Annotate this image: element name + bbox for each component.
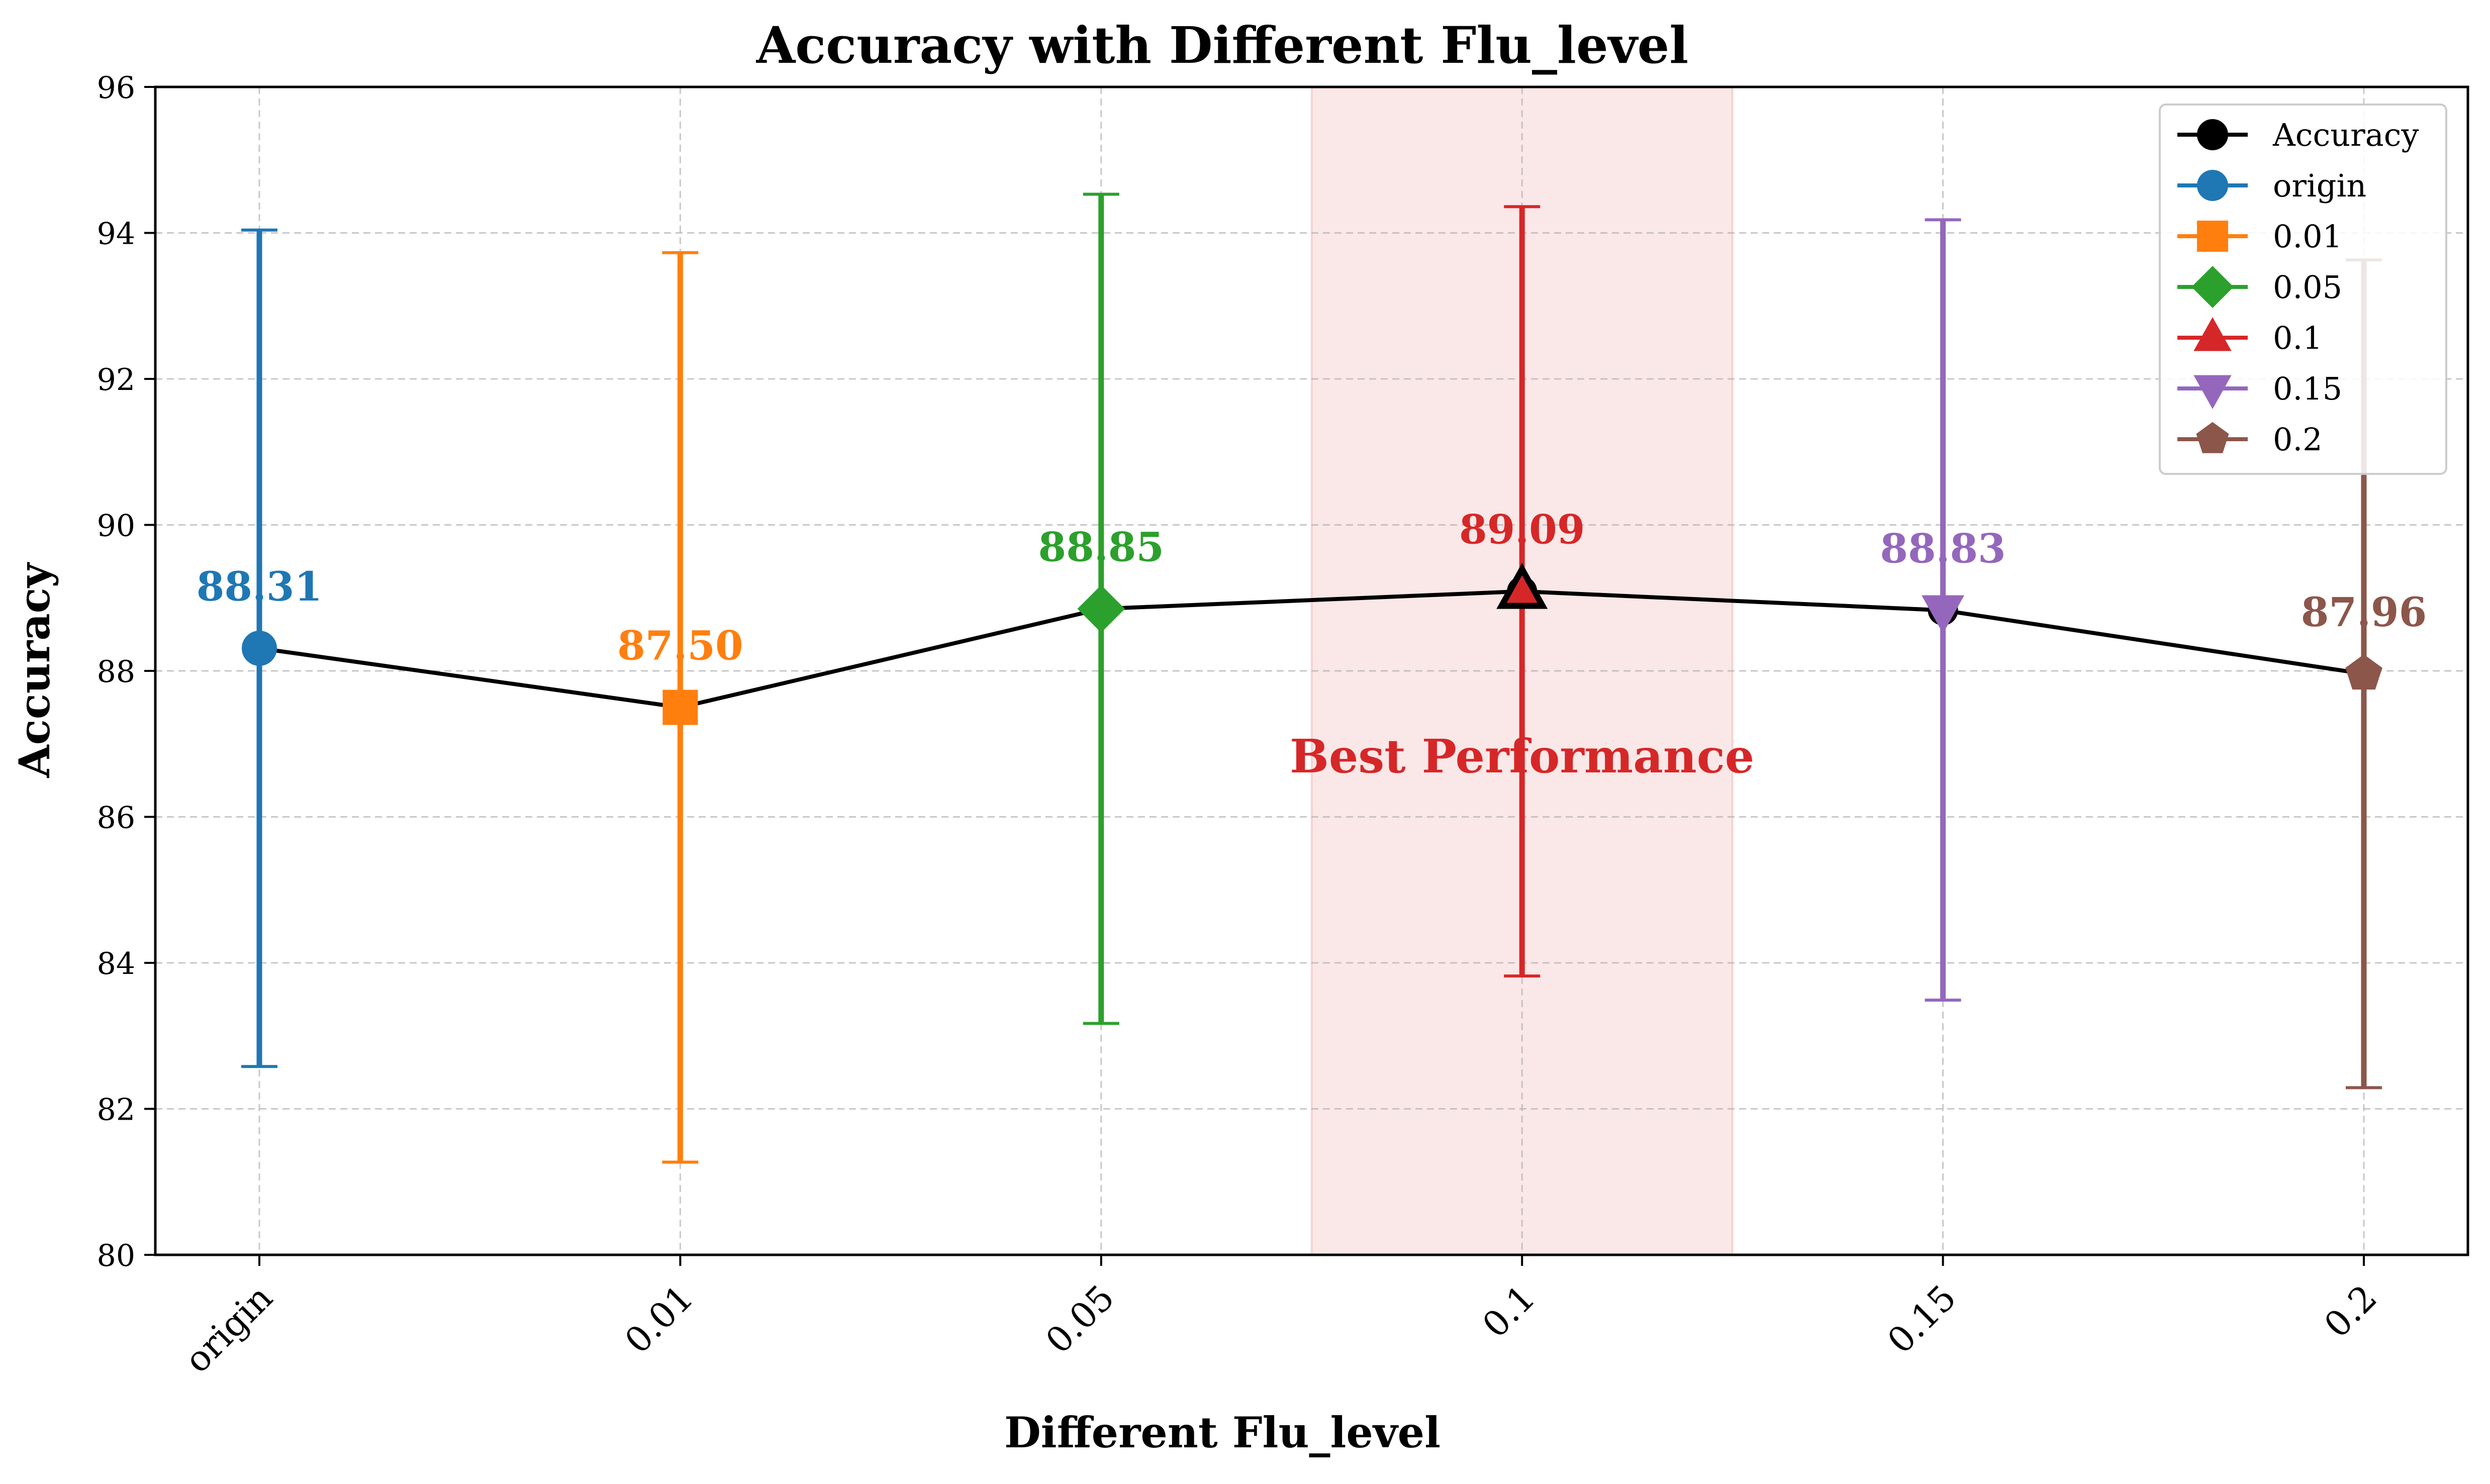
y-tick-label: 82 xyxy=(97,1093,135,1128)
legend-marker xyxy=(2193,375,2232,410)
legend-label: 0.1 xyxy=(2273,320,2323,356)
legend-marker xyxy=(2196,422,2229,453)
legend-item: Accuracy xyxy=(2177,117,2419,153)
legend-item: 0.2 xyxy=(2177,421,2323,458)
legend-label: 0.2 xyxy=(2273,421,2323,458)
legend-label: origin xyxy=(2273,167,2366,204)
legend-item: 0.05 xyxy=(2177,266,2342,308)
data-point-marker xyxy=(1496,563,1548,609)
legend-item: origin xyxy=(2177,167,2366,204)
data-point-marker xyxy=(242,630,277,666)
data-point-marker xyxy=(1922,595,1965,634)
y-tick-label: 96 xyxy=(97,70,135,106)
y-tick-label: 94 xyxy=(97,217,135,252)
legend-label: 0.01 xyxy=(2273,218,2342,255)
legend-item: 0.01 xyxy=(2177,218,2342,255)
legend-label: 0.15 xyxy=(2273,370,2342,407)
data-label: 87.96 xyxy=(2301,588,2427,636)
legend: Accuracy origin 0.01 0.05 0.1 0.15 0.2 xyxy=(2159,104,2447,475)
data-point-marker xyxy=(2345,654,2382,690)
legend-item: 0.15 xyxy=(2177,370,2342,410)
legend-marker xyxy=(2197,170,2228,201)
chart-title: Accuracy with Different Flu_level xyxy=(756,16,1689,75)
y-axis-label: Accuracy xyxy=(10,562,59,778)
legend-label: 0.05 xyxy=(2273,269,2342,306)
data-point-marker xyxy=(1077,585,1125,633)
y-tick-label: 88 xyxy=(97,654,135,689)
y-tick-label: 90 xyxy=(97,509,135,544)
legend-box xyxy=(2159,104,2447,475)
data-label: 88.31 xyxy=(197,563,323,610)
data-label: 88.83 xyxy=(1880,525,2006,572)
y-tick-label: 80 xyxy=(97,1238,135,1273)
legend-marker xyxy=(2193,317,2232,351)
accuracy-line xyxy=(259,589,2364,710)
data-label: 89.09 xyxy=(1459,506,1585,553)
y-axis: 80 82 84 86 88 90 92 94 96 xyxy=(97,70,155,1273)
data-markers xyxy=(242,563,2382,725)
legend-item: 0.1 xyxy=(2177,317,2323,356)
legend-marker xyxy=(2191,266,2234,308)
data-labels: 88.31 87.50 88.85 89.09 88.83 87.96 xyxy=(197,506,2427,669)
y-tick-label: 84 xyxy=(97,946,135,981)
data-label: 87.50 xyxy=(617,622,743,669)
x-axis-label: Different Flu_level xyxy=(1004,1408,1441,1457)
y-tick-label: 86 xyxy=(97,801,135,836)
legend-marker xyxy=(2197,221,2228,252)
data-label: 88.85 xyxy=(1038,524,1165,571)
y-tick-label: 92 xyxy=(97,362,135,398)
legend-label: Accuracy xyxy=(2272,117,2419,153)
data-point-marker xyxy=(662,689,698,725)
legend-marker xyxy=(2197,119,2228,150)
